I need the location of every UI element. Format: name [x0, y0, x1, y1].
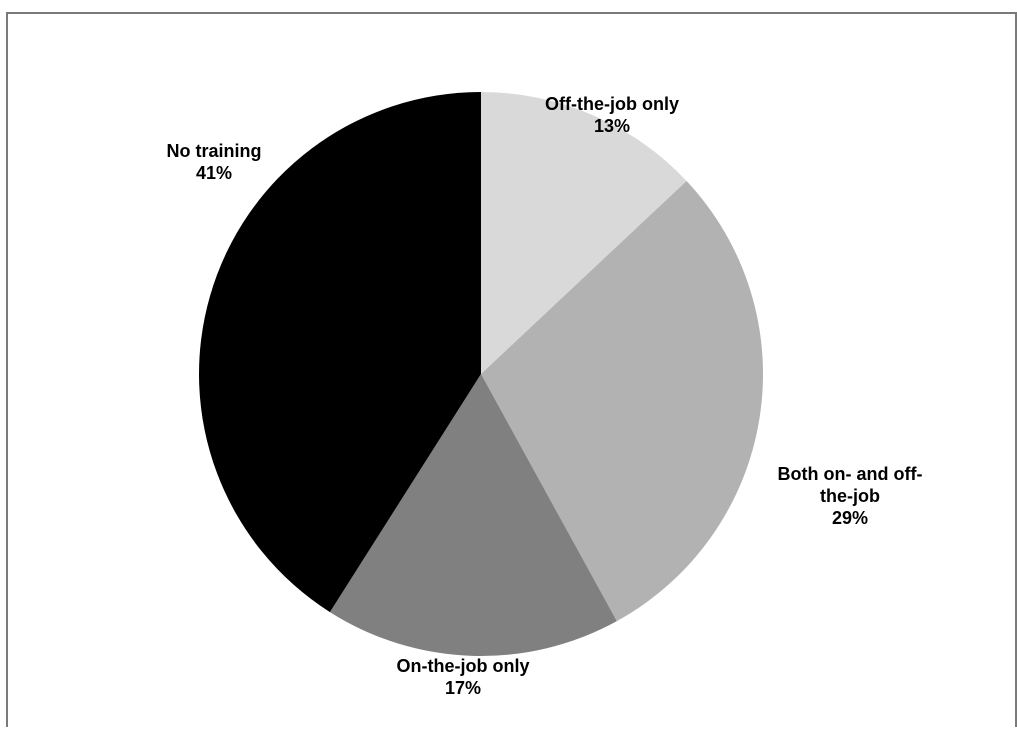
slice-value-label-1: 29% [832, 508, 868, 528]
pie-slice-2 [329, 374, 617, 656]
slice-value-label-3: 41% [196, 163, 232, 183]
slice-name-label-1: the-job [820, 486, 880, 506]
slice-name-label-2: On-the-job only [397, 656, 530, 676]
pie-chart: Off-the-job only 13% Both on- and off-the-… [167, 92, 923, 698]
slice-label-0: Off-the-job only 13% [545, 94, 679, 136]
pie-slice-1 [481, 180, 763, 622]
chart-frame: Off-the-job only 13% Both on- and off-the-… [6, 12, 1017, 727]
pie-slice-0 [481, 92, 687, 374]
slice-label-1: Both on- and off-the-job 29% [778, 464, 923, 528]
slice-value-label-0: 13% [594, 116, 630, 136]
slices-layer [199, 92, 763, 656]
pie-slice-3 [199, 92, 481, 613]
slice-name-label-0: Off-the-job only [545, 94, 679, 114]
slice-label-2: On-the-job only 17% [397, 656, 530, 698]
slice-name-label-3: No training [167, 141, 262, 161]
slice-name-label-1: Both on- and off- [778, 464, 923, 484]
slice-value-label-2: 17% [445, 678, 481, 698]
slice-label-3: No training 41% [167, 141, 262, 183]
labels-layer: Off-the-job only 13% Both on- and off-the-… [167, 94, 923, 698]
